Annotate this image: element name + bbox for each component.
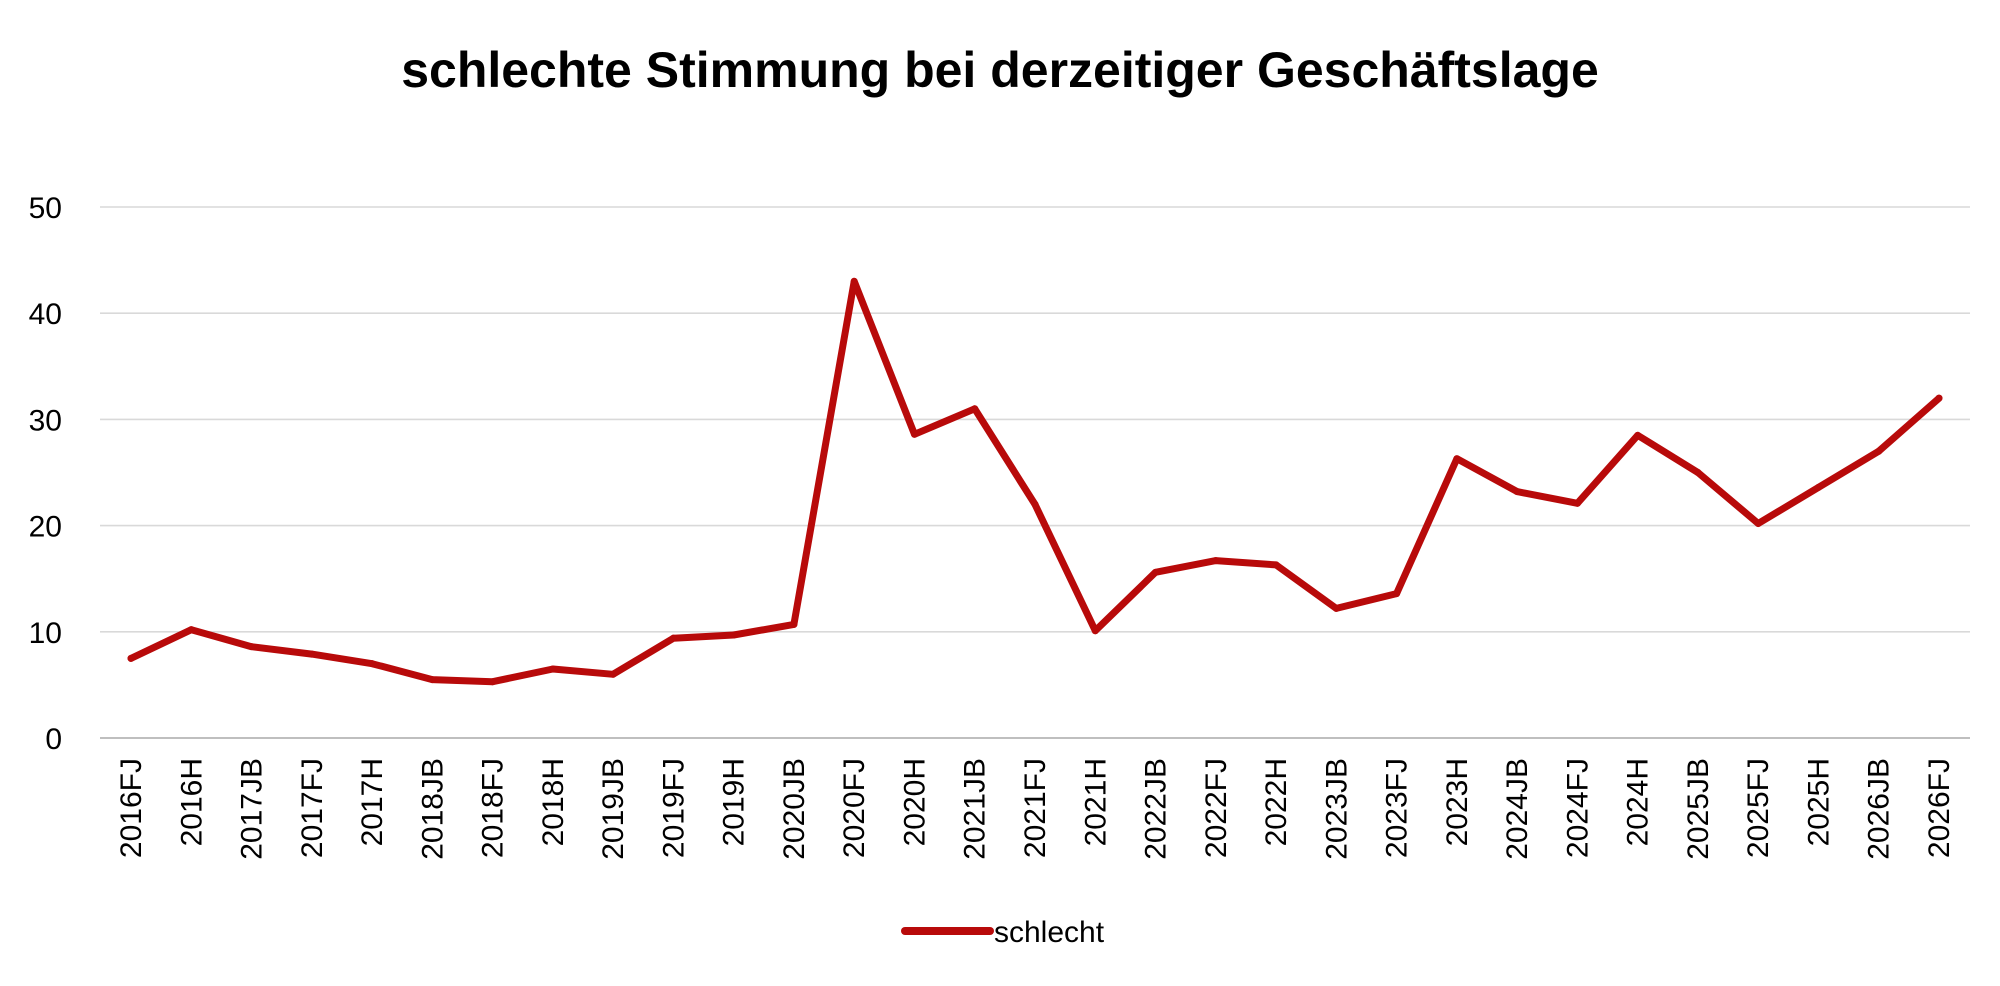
data-point (1814, 483, 1822, 491)
x-tick-label: 2019FJ (657, 758, 690, 858)
x-tick-label: 2019JB (597, 758, 630, 860)
x-tick-label: 2018JB (416, 758, 449, 860)
x-tick-label: 2022JB (1140, 758, 1173, 860)
data-point (790, 620, 798, 628)
data-point (1152, 568, 1160, 576)
data-point (1875, 447, 1883, 455)
x-tick-label: 2022FJ (1200, 758, 1233, 858)
x-tick-label: 2025JB (1682, 758, 1715, 860)
data-point (730, 631, 738, 639)
x-tick-label: 2021JB (959, 758, 992, 860)
series-layer (127, 277, 1943, 686)
y-tick-label: 50 (29, 192, 62, 225)
x-tick-label: 2026JB (1863, 758, 1896, 860)
data-point (669, 634, 677, 642)
data-point (1453, 455, 1461, 463)
x-tick-label: 2019H (718, 758, 751, 846)
data-point (308, 650, 316, 658)
legend: schlecht (901, 916, 1105, 949)
x-tick-label: 2023H (1441, 758, 1474, 846)
data-point (971, 405, 979, 413)
y-tick-label: 0 (45, 723, 62, 756)
series-line (127, 277, 1943, 686)
x-tick-label: 2020JB (778, 758, 811, 860)
gridlines (100, 206, 1970, 739)
x-tick-label: 2022H (1260, 758, 1293, 846)
data-point (187, 626, 195, 634)
data-point (1694, 469, 1702, 476)
data-point (1332, 604, 1340, 612)
x-tick-label: 2025FJ (1742, 758, 1775, 858)
data-point (549, 665, 557, 673)
x-tick-label: 2016FJ (115, 758, 148, 858)
y-tick-label: 20 (29, 511, 62, 544)
x-tick-label: 2017FJ (296, 758, 329, 858)
data-point (1031, 500, 1039, 508)
data-point (127, 654, 135, 662)
data-point (1573, 499, 1581, 507)
data-point (1272, 561, 1280, 569)
data-point (248, 643, 256, 651)
data-point (1393, 590, 1401, 598)
x-tick-label: 2016H (175, 758, 208, 846)
data-point (1513, 488, 1521, 496)
x-tick-label: 2021H (1079, 758, 1112, 846)
x-tick-label: 2020FJ (838, 758, 871, 858)
data-point (368, 660, 376, 668)
data-point (1091, 627, 1099, 635)
y-tick-label: 10 (29, 617, 62, 650)
data-point (428, 676, 436, 684)
y-tick-label: 30 (29, 404, 62, 437)
x-tick-label: 2024JB (1501, 758, 1534, 860)
data-point (910, 430, 918, 438)
x-tick-label: 2021FJ (1019, 758, 1052, 858)
x-tick-label: 2017JB (236, 758, 269, 860)
x-tick-label: 2023JB (1320, 758, 1353, 860)
chart-title: schlechte Stimmung bei derzeitiger Gesch… (401, 42, 1599, 98)
x-tick-label: 2020H (898, 758, 931, 846)
data-point (1754, 519, 1762, 527)
x-tick-label: 2023FJ (1381, 758, 1414, 858)
data-point (1212, 557, 1220, 565)
y-axis-tick-labels: 0 10 20 30 40 50 (29, 192, 62, 756)
data-point (1634, 431, 1642, 439)
data-point (1935, 394, 1943, 402)
x-axis-tick-labels: 2016FJ 2016H 2017JB 2017FJ 2017H 2018JB 2018FJ… (115, 758, 1956, 860)
x-tick-label: 2017H (356, 758, 389, 846)
data-point (850, 277, 858, 285)
x-tick-label: 2018H (537, 758, 570, 846)
data-point (609, 670, 617, 678)
x-tick-label: 2025H (1802, 758, 1835, 846)
x-tick-label: 2026FJ (1923, 758, 1956, 858)
x-tick-label: 2018FJ (477, 758, 510, 858)
x-tick-label: 2024H (1622, 758, 1655, 846)
y-tick-label: 40 (29, 298, 62, 331)
data-point (489, 678, 497, 686)
legend-label: schlecht (994, 916, 1105, 949)
x-tick-label: 2024FJ (1561, 758, 1594, 858)
